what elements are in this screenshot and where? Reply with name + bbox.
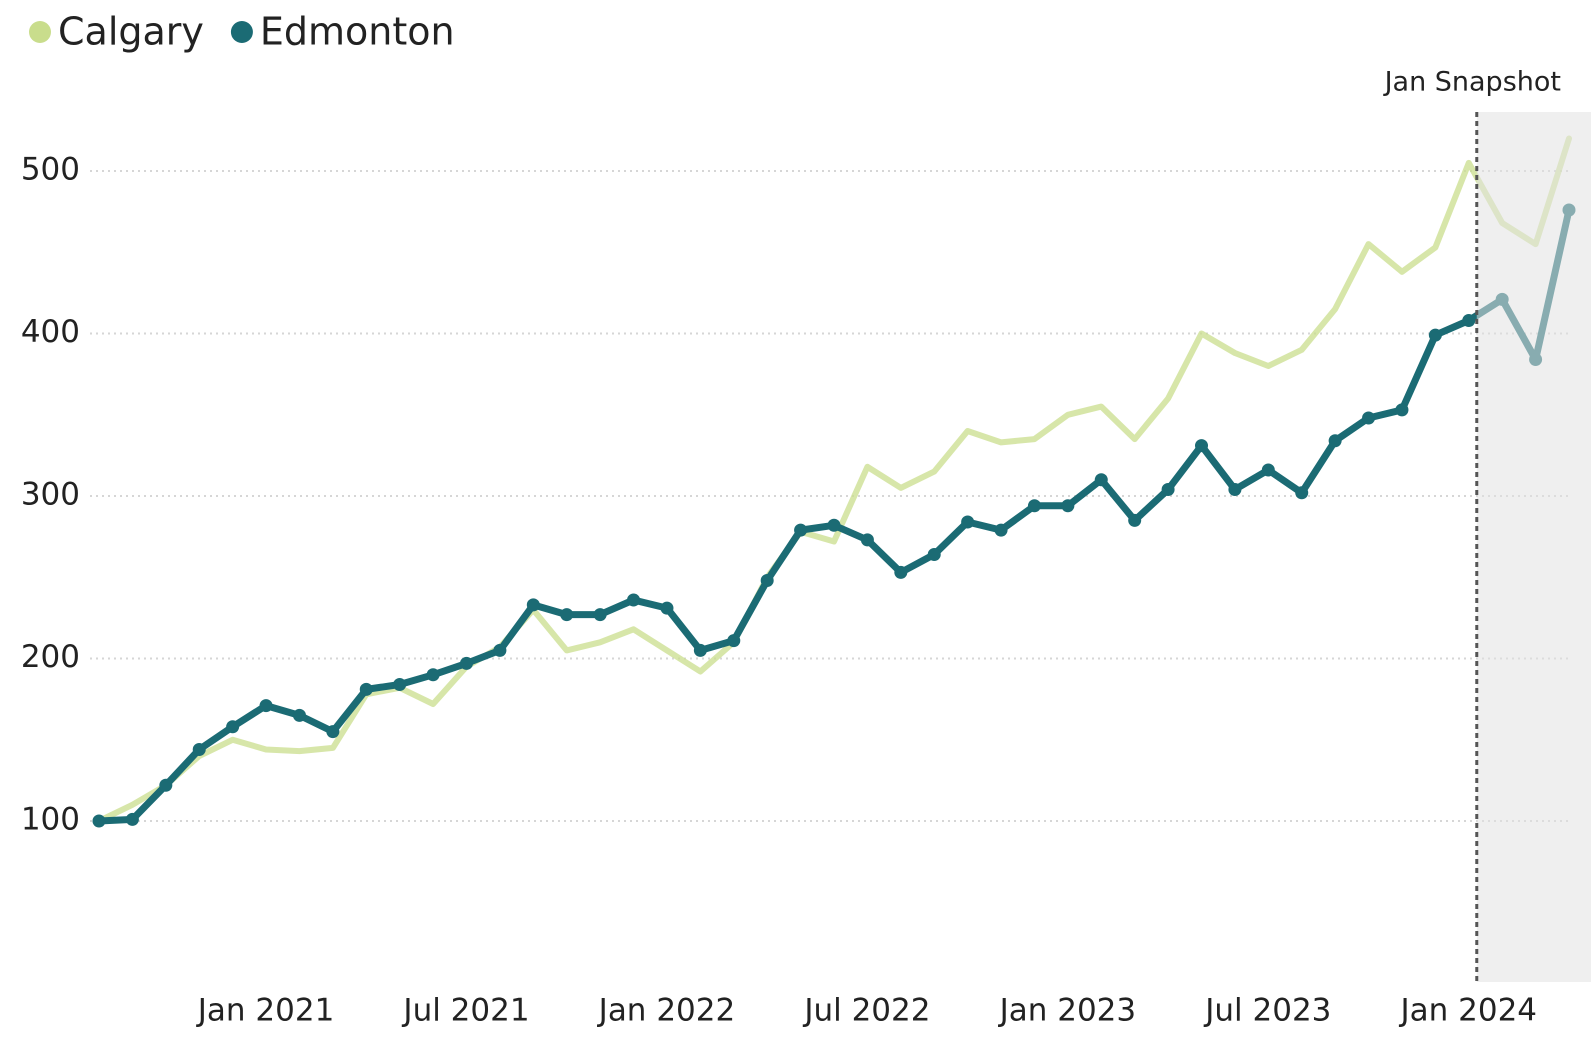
data-point bbox=[359, 682, 373, 696]
data-point bbox=[827, 518, 841, 532]
data-point bbox=[125, 812, 139, 826]
data-point bbox=[1061, 499, 1075, 513]
data-point bbox=[1228, 483, 1242, 496]
data-point bbox=[1161, 483, 1175, 496]
data-point bbox=[393, 678, 407, 691]
data-point bbox=[526, 598, 540, 612]
x-tick-label: Jan 2022 bbox=[597, 993, 736, 1029]
y-tick-label: 300 bbox=[21, 477, 80, 513]
data-point bbox=[593, 608, 607, 622]
y-tick-label: 400 bbox=[21, 314, 80, 350]
data-point bbox=[493, 643, 507, 657]
data-point bbox=[92, 814, 106, 828]
data-point bbox=[426, 668, 440, 682]
y-tick-label: 100 bbox=[21, 802, 80, 838]
data-point bbox=[727, 634, 741, 648]
legend-marker bbox=[230, 21, 253, 43]
y-tick-label: 500 bbox=[21, 152, 80, 188]
data-point bbox=[894, 565, 908, 579]
data-point bbox=[560, 608, 574, 622]
data-point bbox=[1128, 513, 1142, 527]
data-point bbox=[1295, 486, 1309, 500]
legend-label: Calgary bbox=[58, 10, 204, 54]
data-point bbox=[627, 593, 641, 607]
data-point bbox=[159, 778, 173, 792]
data-point bbox=[326, 725, 340, 739]
legend: Calgary Edmonton bbox=[29, 10, 455, 54]
snapshot-shade bbox=[1476, 112, 1591, 982]
data-point bbox=[794, 523, 808, 537]
data-point bbox=[192, 743, 206, 756]
data-point bbox=[1027, 499, 1041, 513]
series-line bbox=[96, 135, 1572, 824]
snapshot-label: Jan Snapshot bbox=[1383, 67, 1561, 98]
x-tick-label: Jul 2023 bbox=[1203, 993, 1331, 1029]
data-point bbox=[460, 656, 473, 670]
x-tick-label: Jan 2024 bbox=[1398, 993, 1537, 1029]
data-point bbox=[1362, 411, 1376, 425]
legend-label: Edmonton bbox=[260, 10, 455, 54]
data-point bbox=[259, 699, 273, 713]
x-tick-label: Jul 2022 bbox=[802, 993, 930, 1029]
data-point bbox=[760, 574, 774, 587]
data-point bbox=[961, 515, 975, 529]
series-line bbox=[95, 206, 1573, 825]
x-tick-label: Jul 2021 bbox=[401, 993, 529, 1029]
y-tick-label: 200 bbox=[21, 639, 80, 675]
data-point bbox=[1328, 434, 1342, 448]
x-tick-label: Jan 2023 bbox=[998, 993, 1137, 1029]
data-point bbox=[1428, 328, 1442, 342]
data-point bbox=[1195, 439, 1208, 453]
data-point bbox=[693, 643, 707, 657]
data-point bbox=[994, 523, 1008, 537]
data-point bbox=[1094, 473, 1108, 487]
data-point bbox=[292, 708, 306, 722]
data-point bbox=[660, 601, 674, 615]
data-point bbox=[860, 533, 874, 547]
data-point bbox=[927, 548, 941, 561]
data-point bbox=[226, 720, 240, 734]
data-point bbox=[1261, 463, 1275, 477]
data-point bbox=[1395, 403, 1409, 417]
data-point bbox=[1462, 314, 1476, 327]
x-tick-label: Jan 2021 bbox=[196, 993, 335, 1029]
legend-marker bbox=[29, 21, 51, 43]
